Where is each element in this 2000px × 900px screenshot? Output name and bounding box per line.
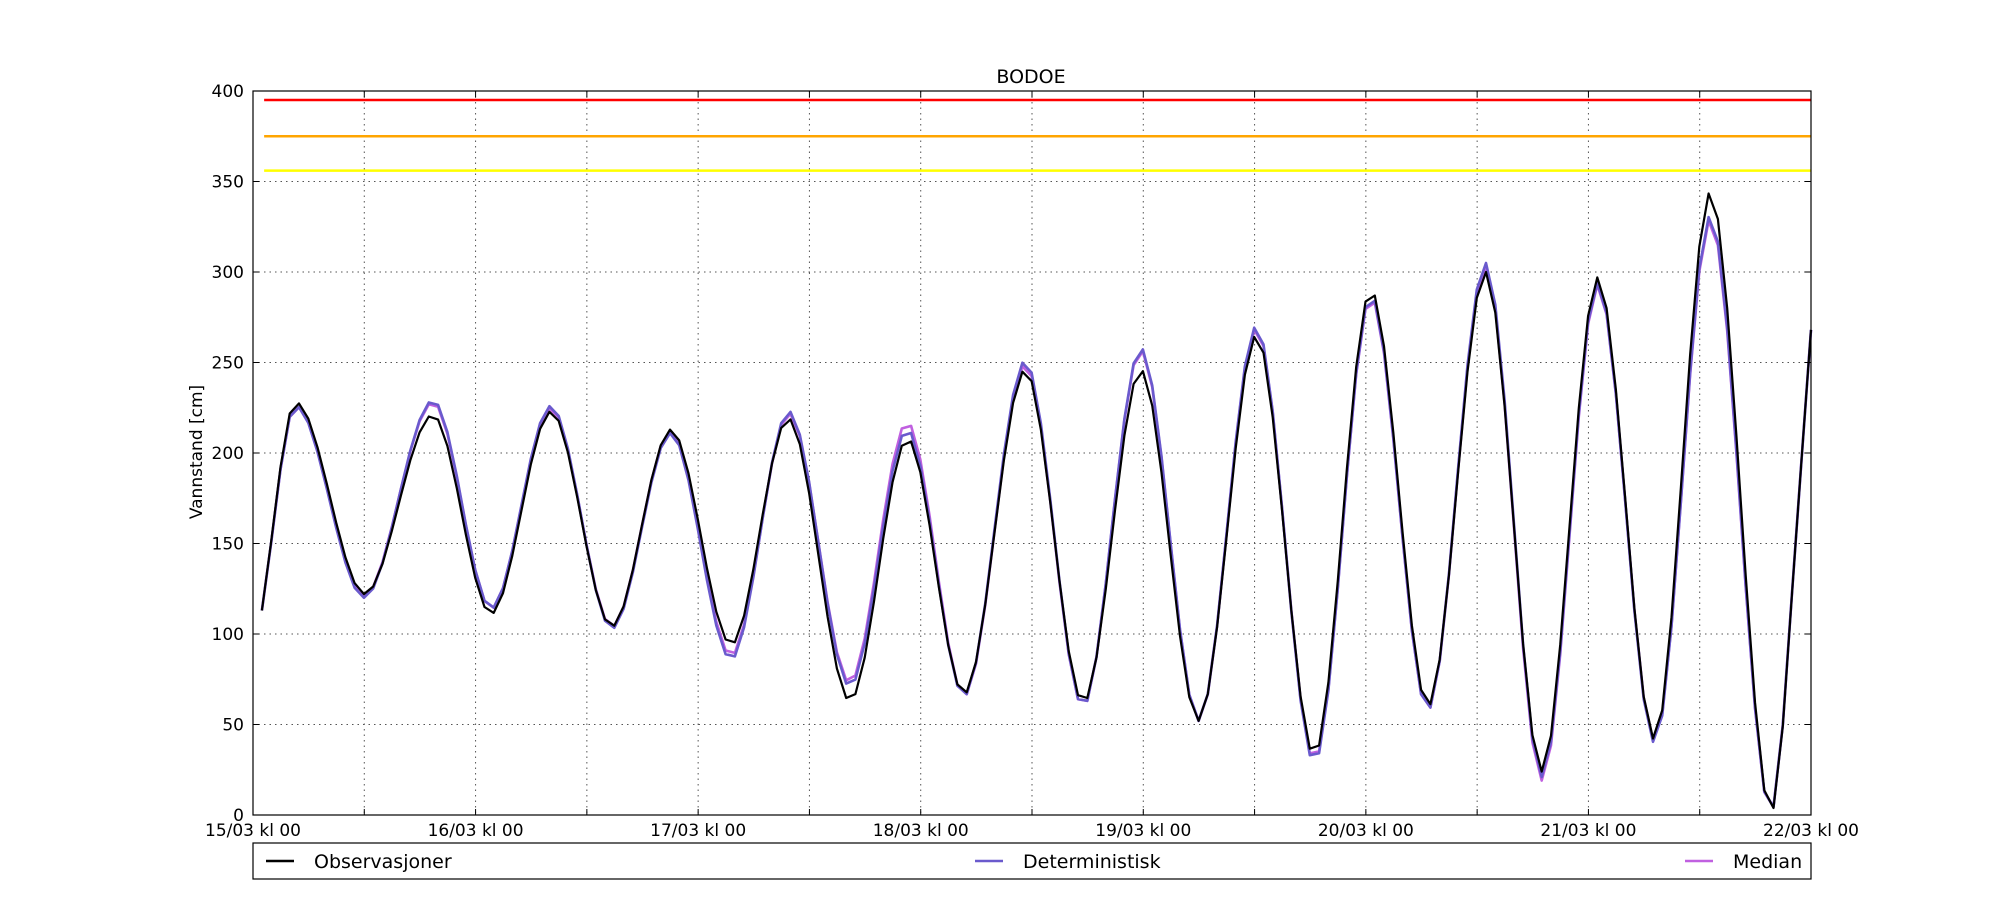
chart-title: BODOE — [996, 66, 1065, 88]
y-tick-label: 50 — [222, 716, 244, 736]
series-line-deterministisk — [260, 215, 1813, 809]
x-tick-label: 20/03 kl 00 — [1318, 821, 1414, 841]
plot-frame — [252, 90, 1812, 816]
legend-label: Observasjoner — [314, 851, 452, 873]
grid-lines — [253, 91, 1811, 815]
y-tick-label: 350 — [212, 173, 244, 193]
x-tick-label: 22/03 kl 00 — [1763, 821, 1859, 841]
y-tick-label: 250 — [212, 354, 244, 374]
axis-ticks: 0 50 100 150 200 250 300 350 400 15/03 kl 00 16/03… — [205, 82, 1859, 841]
series-lines — [260, 192, 1813, 810]
y-axis-label: Vannstand [cm] — [187, 385, 207, 519]
y-tick-label: 100 — [212, 625, 244, 645]
x-tick-label: 21/03 kl 00 — [1540, 821, 1636, 841]
y-tick-label: 400 — [212, 82, 244, 102]
x-tick-label: 16/03 kl 00 — [428, 821, 524, 841]
x-tick-label: 17/03 kl 00 — [650, 821, 746, 841]
x-tick-label: 19/03 kl 00 — [1095, 821, 1191, 841]
y-tick-label: 0 — [233, 806, 244, 826]
legend-label: Median — [1733, 851, 1802, 873]
y-tick-label: 150 — [212, 535, 244, 555]
legend-box — [252, 842, 1812, 880]
legend-label: Deterministisk — [1023, 851, 1161, 873]
y-tick-label: 200 — [212, 444, 244, 464]
threshold-lines — [264, 98, 1811, 172]
y-tick-label: 300 — [212, 263, 244, 283]
series-line-observasjoner — [260, 192, 1813, 810]
x-tick-label: 18/03 kl 00 — [873, 821, 969, 841]
legend: Observasjoner Deterministisk Median — [252, 842, 1812, 880]
x-tick-label: 15/03 kl 00 — [205, 821, 301, 841]
series-line-median — [260, 219, 1813, 809]
